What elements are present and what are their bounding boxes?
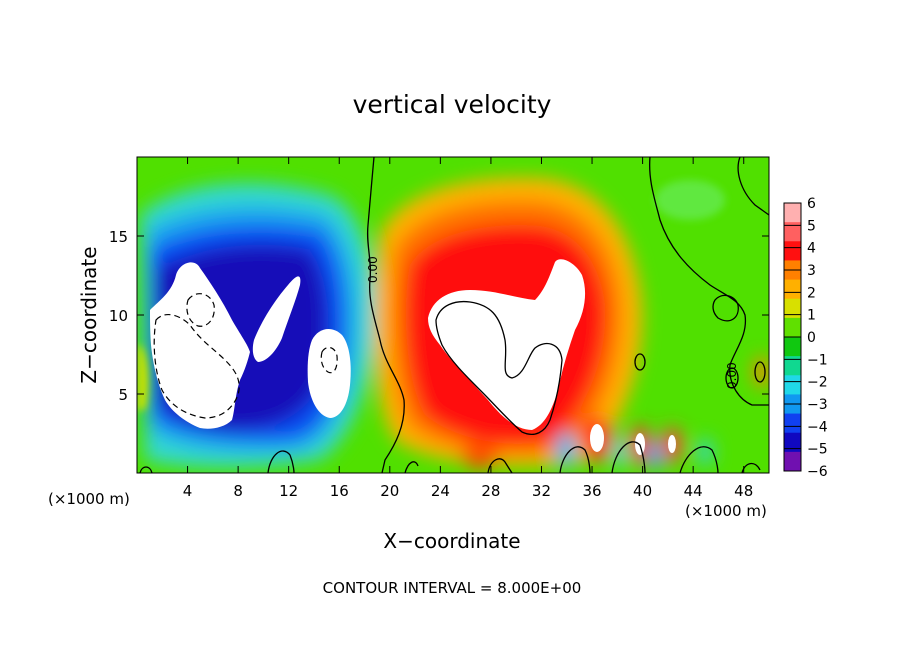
x-tick-label: 16: [330, 482, 349, 500]
colorbar-label: −5: [807, 442, 828, 458]
x-tick-label: 28: [481, 482, 500, 500]
y-axis-ticks: [137, 235, 769, 395]
colorbar-label: 1: [807, 308, 816, 324]
x-axis-title: X−coordinate: [383, 529, 520, 553]
colorbar-swatch: [784, 317, 801, 338]
downdraft-core-left: [150, 262, 250, 429]
contour-label-right: 0.00: [725, 362, 739, 389]
x-tick-label: 12: [279, 482, 298, 500]
colorbar-swatch: [784, 432, 801, 453]
heatmap-field: [137, 157, 769, 473]
colorbar-swatch: [784, 241, 801, 261]
colorbar-label: −1: [807, 352, 828, 368]
colorbar-swatch: [784, 451, 801, 472]
contour-label-left: 0.00: [366, 256, 380, 283]
colorbar-swatch: [784, 203, 801, 223]
colorbar-swatch: [784, 222, 801, 242]
downdraft-core-right: [307, 328, 351, 418]
colorbar: 6 5 4 3 2 1 0 −1 −2 −3 −4 −5 −6: [783, 196, 828, 480]
x-unit-label: (×1000 m): [685, 502, 767, 520]
x-tick-label: 20: [380, 482, 399, 500]
colorbar-swatch: [784, 279, 801, 300]
x-axis-tick-labels: 4 8 12 16 20 24 28 32 36 40 44 48: [183, 482, 753, 500]
x-tick-label: 36: [582, 482, 601, 500]
x-tick-label: 24: [431, 482, 450, 500]
y-tick-label: 10: [109, 307, 128, 325]
colorbar-swatch: [784, 356, 801, 376]
colorbar-swatch: [784, 337, 801, 357]
zero-contour-main: [366, 157, 405, 473]
colorbar-label: −2: [807, 375, 828, 391]
downdraft-core-streak: [252, 276, 301, 362]
x-tick-label: 4: [183, 482, 193, 500]
colorbar-swatch: [784, 298, 801, 319]
x-tick-label: 32: [532, 482, 551, 500]
y-tick-label: 5: [118, 386, 128, 404]
colorbar-label: 4: [807, 241, 816, 257]
colorbar-label: 2: [807, 285, 816, 301]
x-tick-label: 48: [734, 482, 753, 500]
x-tick-label: 40: [633, 482, 652, 500]
colorbar-swatch: [784, 413, 801, 434]
colorbar-label: 5: [807, 218, 816, 234]
chart-title: vertical velocity: [353, 90, 552, 119]
y-axis-tick-labels: 5 10 15: [109, 228, 128, 404]
x-axis-ticks: [187, 157, 745, 473]
colorbar-label: 0: [807, 330, 816, 346]
x-tick-label: 44: [684, 482, 703, 500]
colorbar-label: −3: [807, 397, 828, 413]
colorbar-swatch: [784, 375, 801, 395]
colorbar-label: −6: [807, 464, 828, 480]
x-tick-label: 8: [233, 482, 243, 500]
colorbar-label: 3: [807, 263, 816, 279]
y-axis-title: Z−coordinate: [77, 246, 101, 383]
negative-contour-left: [153, 313, 240, 419]
colorbar-label: 6: [807, 196, 816, 212]
contour-interval-note: CONTOUR INTERVAL = 8.000E+00: [323, 579, 582, 597]
y-unit-label: (×1000 m): [48, 490, 130, 508]
colorbar-label: −4: [807, 419, 828, 435]
y-tick-label: 15: [109, 228, 128, 246]
zero-contour-corner: [737, 157, 769, 216]
